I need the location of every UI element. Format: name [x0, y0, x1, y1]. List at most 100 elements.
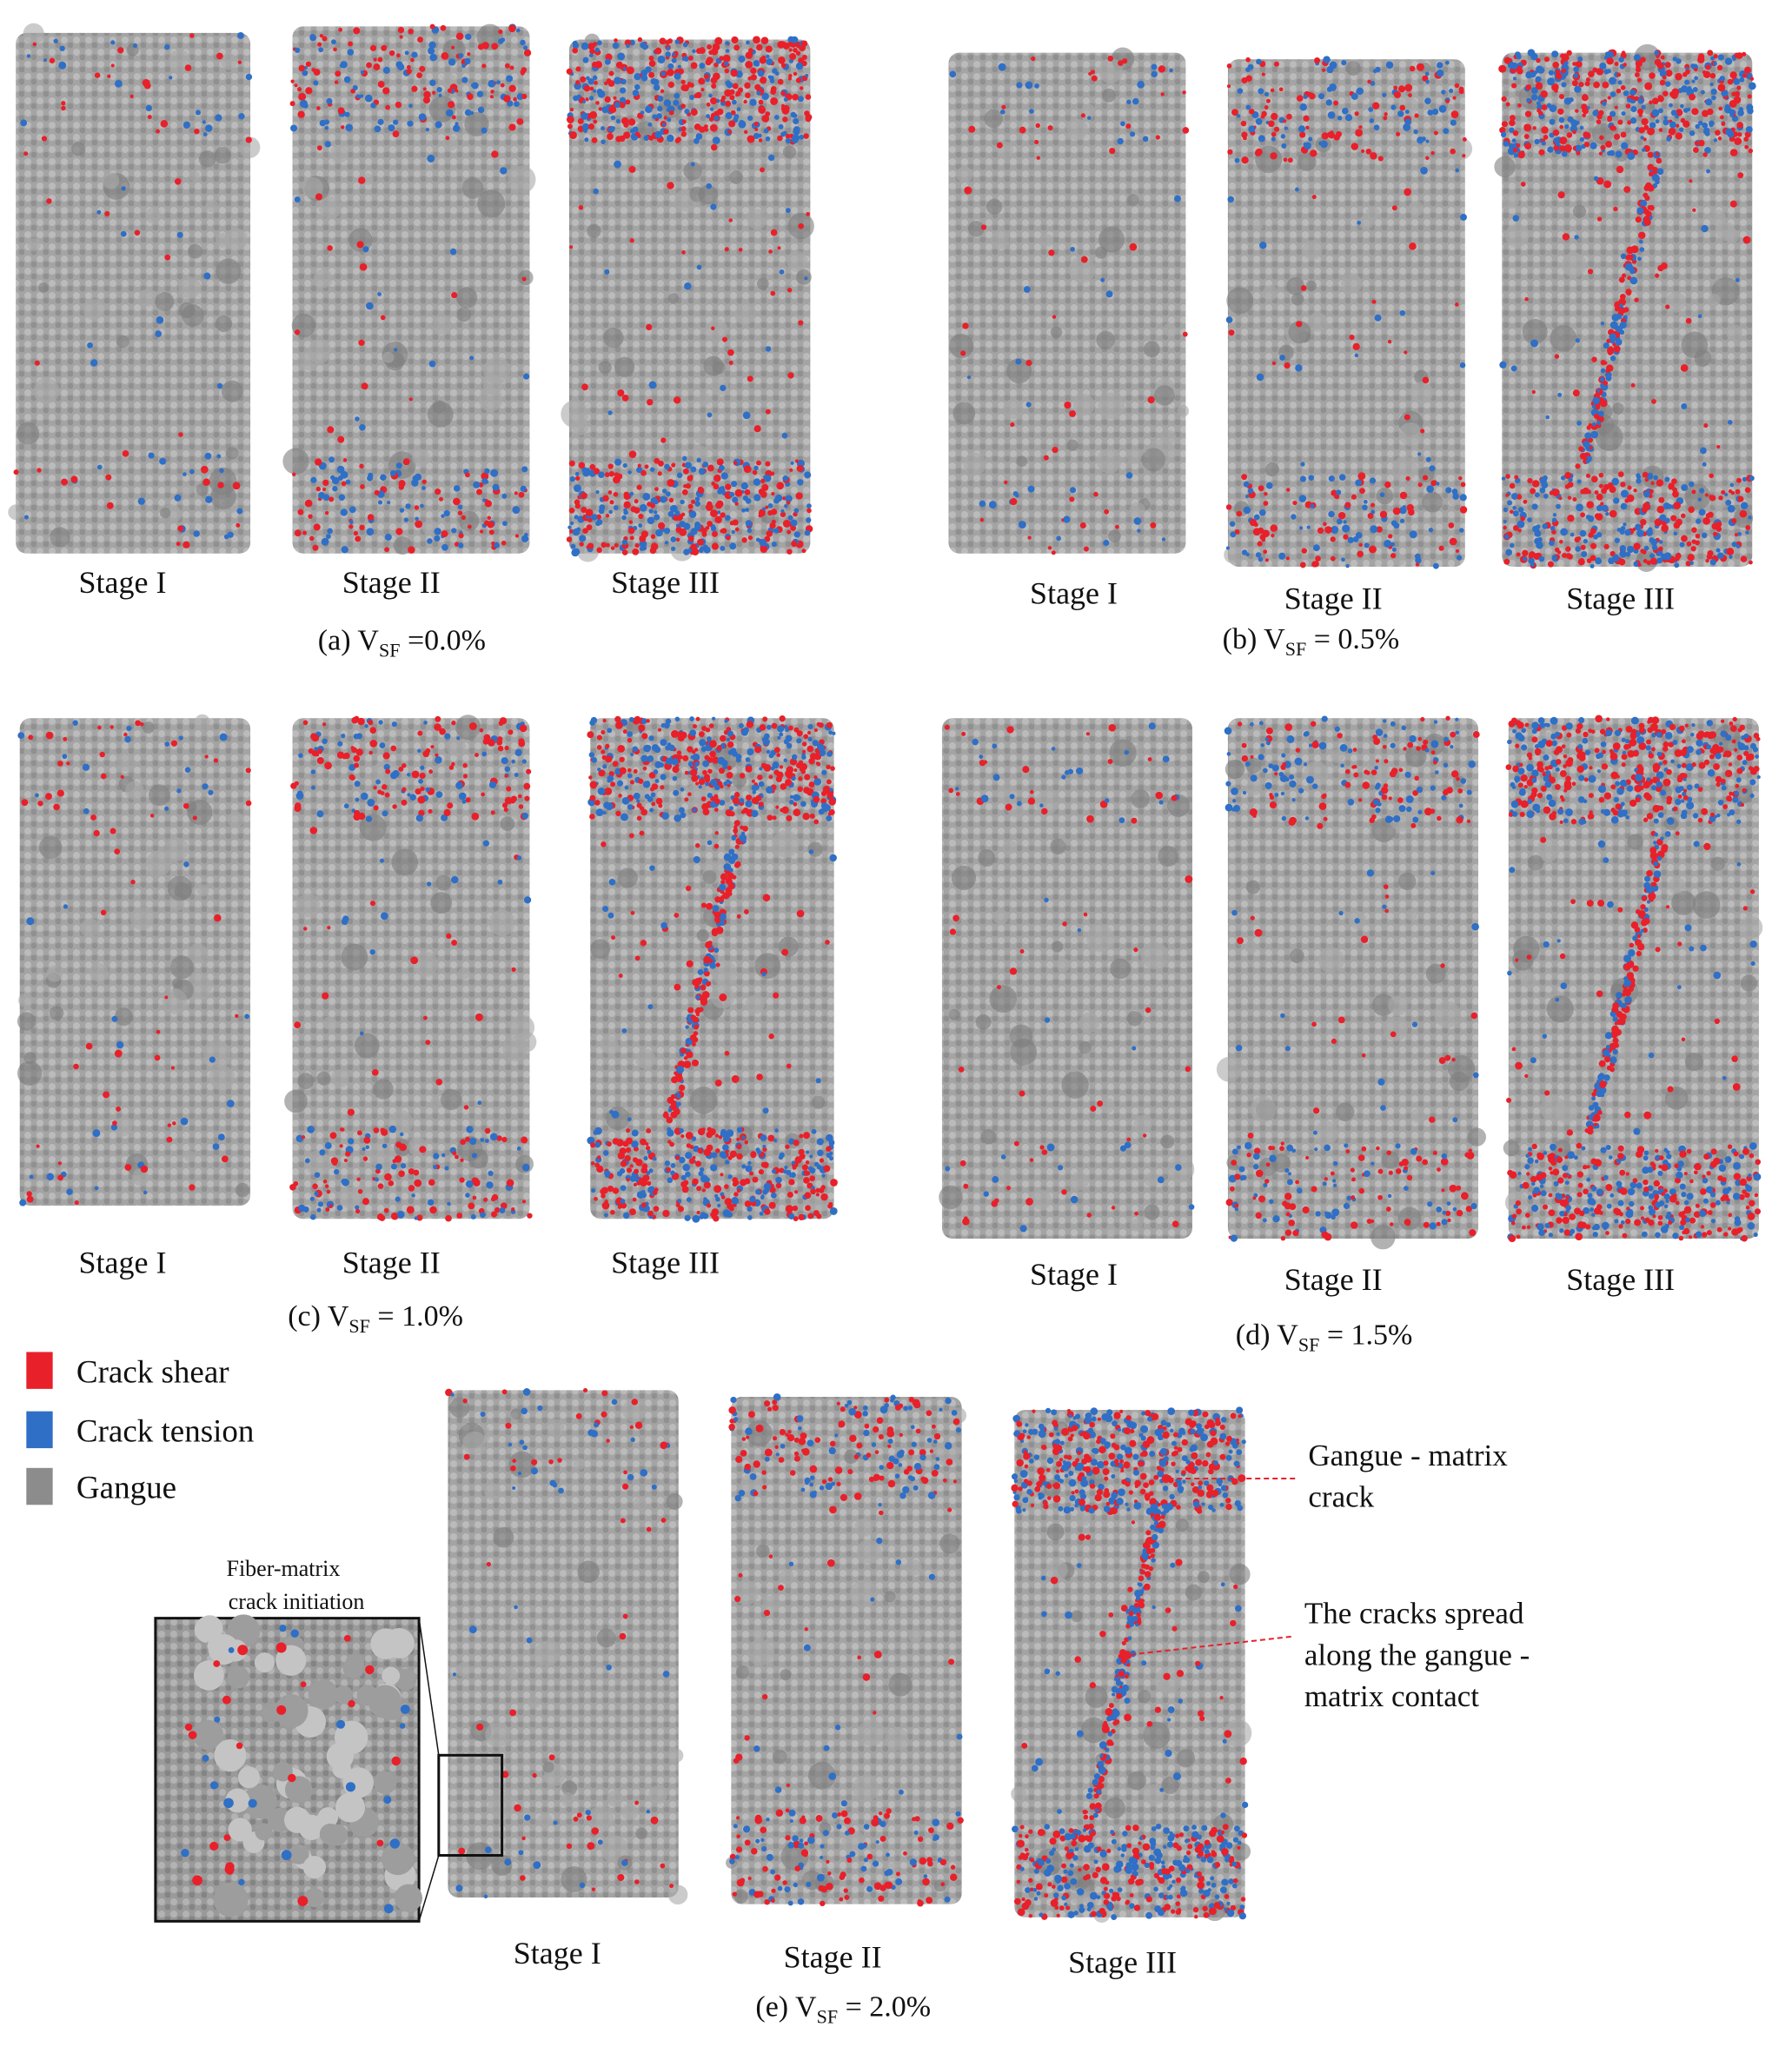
gangue-blob: [282, 448, 309, 475]
crack-dot: [763, 733, 770, 740]
crack-dot: [1182, 90, 1186, 95]
crack-dot: [1572, 130, 1576, 135]
crack-dot: [1573, 72, 1579, 78]
crack-dot: [448, 58, 456, 66]
crack-dot: [59, 45, 65, 51]
crack-dot: [813, 728, 818, 733]
crack-dot: [364, 724, 368, 728]
crack-dot: [1389, 770, 1397, 778]
gangue-blob: [297, 1073, 315, 1090]
crack-dot: [1147, 395, 1155, 404]
gangue-blob: [508, 165, 536, 194]
crack-dot: [639, 503, 647, 512]
crack-dot: [472, 1195, 477, 1200]
crack-dot: [448, 765, 455, 770]
crack-dot: [713, 115, 720, 121]
crack-dot: [1271, 131, 1277, 137]
crack-dot: [1052, 446, 1059, 454]
crack-dot: [1503, 507, 1509, 513]
crack-dot: [316, 1207, 322, 1213]
crack-dot: [949, 928, 957, 935]
crack-dot: [504, 63, 510, 69]
crack-dot: [1652, 174, 1660, 181]
crack-dot: [727, 872, 734, 880]
crack-dot: [1314, 56, 1321, 64]
specimen: [939, 718, 1195, 1240]
gangue-blob: [1308, 312, 1328, 332]
crack-dot: [394, 348, 398, 352]
crack-dot: [1241, 76, 1248, 84]
crack-dot: [649, 808, 654, 813]
crack-dot: [598, 107, 603, 111]
crack-dot: [140, 1165, 149, 1173]
crack-dot: [687, 535, 694, 542]
specimen: [282, 23, 536, 555]
crack-dot: [597, 767, 601, 772]
crack-dot: [791, 754, 798, 761]
crack-dot: [826, 751, 833, 757]
crack-dot: [1681, 513, 1686, 519]
crack-dot: [1598, 472, 1604, 478]
crack-dot: [338, 27, 343, 32]
crack-dot: [1559, 124, 1564, 130]
crack-dot: [518, 804, 524, 809]
crack-dot: [358, 812, 366, 821]
crack-dot: [1629, 117, 1637, 124]
crack-dot: [523, 782, 531, 790]
crack-dot: [500, 167, 508, 175]
crack-dot: [626, 1128, 631, 1133]
crack-dot: [1647, 151, 1654, 158]
crack-dot: [1430, 480, 1437, 487]
crack-dot: [782, 519, 791, 528]
crack-dot: [627, 118, 636, 126]
crack-dot: [1029, 109, 1034, 114]
crack-dot: [1450, 148, 1456, 155]
crack-dot: [366, 528, 375, 536]
crack-dot: [342, 458, 348, 462]
crack-dot: [356, 241, 364, 249]
crack-dot: [1458, 803, 1463, 808]
gangue-blob: [1450, 137, 1473, 160]
crack-dot: [1437, 1167, 1441, 1172]
crack-dot: [1527, 477, 1533, 484]
crack-dot: [1530, 558, 1534, 562]
crack-dot: [1286, 735, 1295, 743]
gangue-blob: [1397, 96, 1418, 116]
crack-dot: [621, 515, 627, 521]
crack-dot: [308, 514, 313, 519]
crack-dot: [430, 745, 435, 749]
crack-dot: [1686, 107, 1691, 112]
crack-dot: [1633, 54, 1641, 62]
crack-dot: [726, 1129, 734, 1138]
crack-dot: [748, 48, 753, 53]
crack-dot: [1739, 509, 1748, 518]
crack-dot: [110, 1124, 118, 1131]
crack-dot: [1505, 474, 1510, 479]
crack-dot: [695, 48, 702, 54]
crack-dot: [683, 1056, 688, 1060]
crack-dot: [725, 100, 732, 107]
crack-dot: [667, 1177, 674, 1184]
crack-dot: [703, 967, 708, 973]
crack-dot: [700, 1213, 706, 1219]
crack-dot: [311, 734, 320, 742]
crack-dot: [572, 47, 578, 54]
crack-dot: [1602, 81, 1609, 89]
crack-dot: [1067, 768, 1074, 774]
crack-dot: [710, 1164, 718, 1172]
gangue-blob: [1724, 229, 1740, 243]
crack-dot: [1285, 488, 1291, 492]
crack-dot: [668, 110, 674, 116]
crack-dot: [760, 37, 769, 44]
crack-dot: [700, 88, 705, 92]
crack-dot: [806, 730, 812, 735]
crack-dot: [617, 52, 626, 61]
crack-dot: [1600, 368, 1606, 374]
crack-dot: [589, 781, 598, 789]
crack-dot: [1629, 278, 1635, 282]
crack-dot: [315, 106, 321, 110]
crack-dot: [520, 485, 527, 492]
panel-caption: (c) VSF = 1.0%: [288, 1300, 463, 1337]
crack-dot: [1256, 58, 1262, 65]
crack-dot: [758, 489, 766, 495]
